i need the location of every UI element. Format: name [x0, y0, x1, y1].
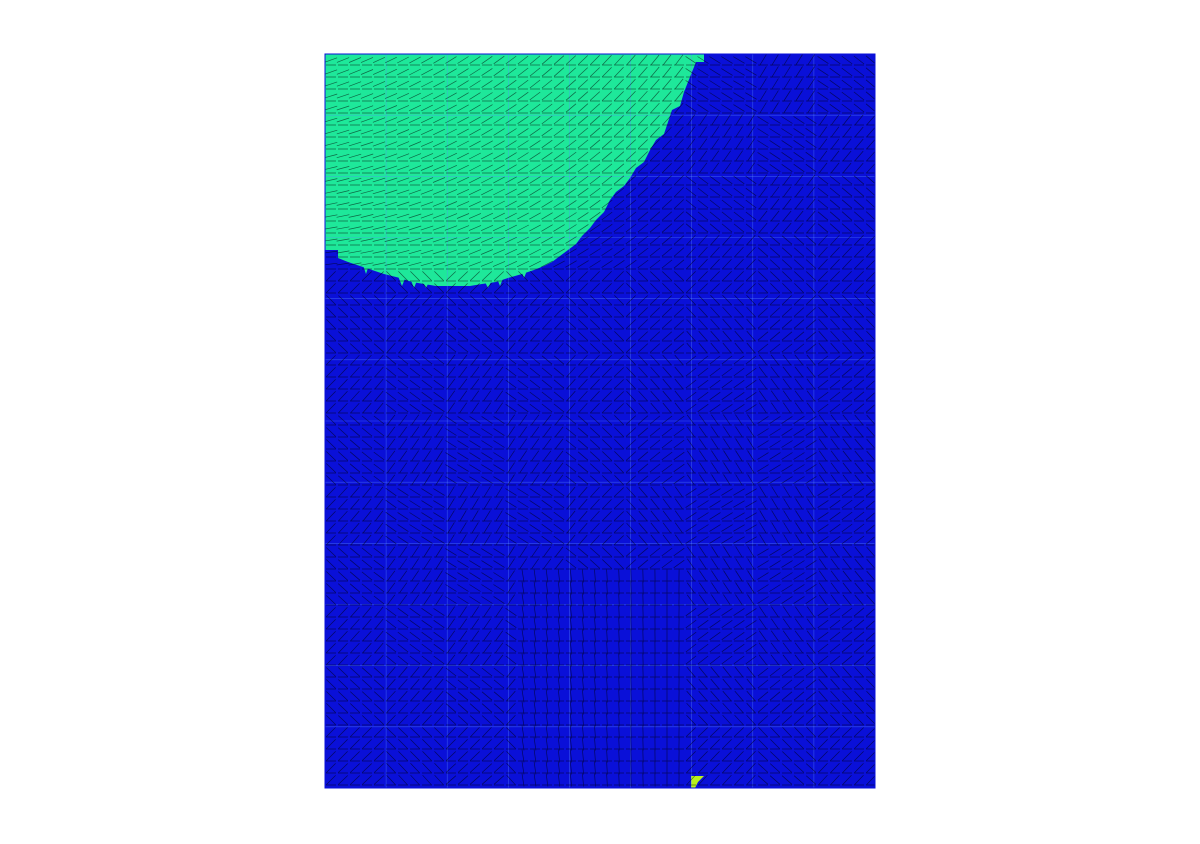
- plot-area: [325, 54, 875, 788]
- green-notch: [410, 278, 418, 288]
- plot-border: [324, 53, 876, 789]
- mesh-hatching: [325, 54, 875, 787]
- green-notch: [422, 280, 430, 288]
- green-notch: [362, 262, 370, 274]
- mesh-element-edges: [325, 54, 875, 787]
- green-notch: [520, 268, 528, 278]
- green-notch: [484, 280, 492, 288]
- green-region: [325, 54, 704, 286]
